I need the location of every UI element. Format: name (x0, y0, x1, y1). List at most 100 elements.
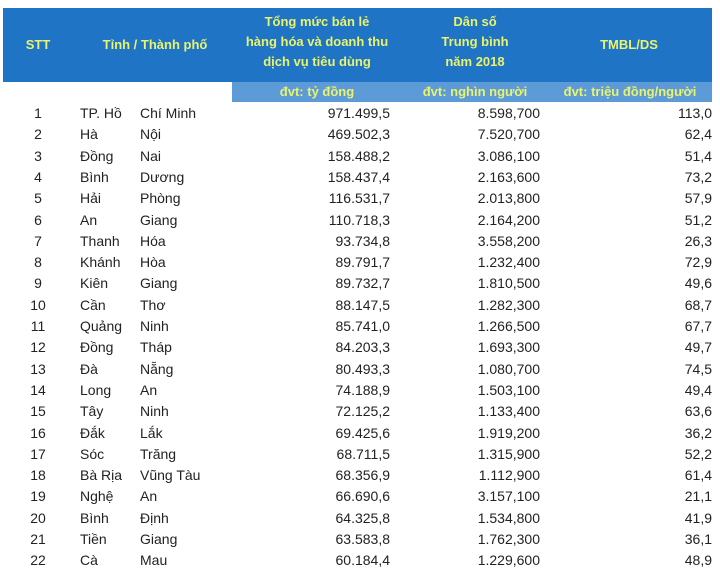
population-cell: 8.598,700 (477, 105, 540, 121)
province-cell-2: Nẵng (140, 360, 174, 377)
population-cell: 1.762,300 (477, 531, 540, 547)
province-cell-2: Hòa (140, 254, 166, 271)
province-cell-1: Cà (80, 552, 98, 569)
stt-cell: 5 (34, 190, 42, 207)
table-row: 22 Cà Mau 60.184,4 1.229,600 48,9 (0, 550, 720, 571)
stt-cell: 15 (30, 403, 46, 420)
province-cell-1: Đắk (80, 424, 105, 441)
province-cell-1: Hà (80, 126, 98, 143)
ratio-cell: 26,3 (684, 232, 712, 249)
population-cell: 1.282,300 (477, 296, 540, 313)
stt-cell: 11 (30, 318, 46, 334)
province-cell-1: Tiền (80, 531, 107, 547)
province-cell-1: Quảng (80, 318, 123, 334)
retail-cell: 110.718,3 (328, 211, 390, 228)
population-cell: 2.164,200 (477, 211, 540, 228)
ratio-cell: 51,2 (684, 211, 712, 228)
population-cell: 1.919,200 (477, 424, 540, 441)
population-cell: 1.080,700 (477, 360, 540, 377)
retail-cell: 80.493,3 (335, 360, 391, 377)
header-population-3: năm 2018 (445, 54, 505, 69)
province-cell-2: Lắk (140, 424, 163, 441)
stt-cell: 7 (34, 232, 42, 249)
retail-cell: 469.502,3 (327, 126, 390, 143)
ratio-cell: 49,4 (684, 381, 712, 398)
stt-cell: 19 (30, 488, 46, 505)
stt-cell: 21 (30, 531, 46, 547)
retail-cell: 89.732,7 (335, 275, 391, 292)
ratio-cell: 36,2 (684, 424, 712, 441)
table-row: 13 Đà Nẵng 80.493,3 1.080,700 74,5 (0, 359, 720, 380)
retail-cell: 88.147,5 (335, 296, 391, 313)
table-header (3, 8, 712, 82)
table-row: 14 Long An 74.188,9 1.503,100 49,4 (0, 380, 720, 401)
province-cell-2: Giang (140, 211, 178, 228)
population-cell: 1.534,800 (477, 509, 540, 526)
province-cell-1: Đà (80, 360, 98, 377)
population-cell: 1.112,900 (478, 467, 540, 484)
population-cell: 1.133,400 (477, 403, 540, 420)
stt-cell: 13 (30, 360, 46, 377)
province-cell-2: Nai (140, 147, 162, 164)
table-row: 17 Sóc Trăng 68.711,5 1.315,900 52,2 (0, 444, 720, 465)
province-cell-2: Nội (140, 126, 162, 143)
population-cell: 2.163,600 (477, 168, 540, 185)
province-cell-1: Kiên (80, 275, 109, 292)
retail-cell: 64.325,8 (335, 509, 391, 526)
province-cell-1: Khánh (80, 254, 121, 271)
table-row: 20 Bình Định 64.325,8 1.534,800 41,9 (0, 508, 720, 529)
stt-cell: 2 (34, 126, 42, 143)
retail-cell: 971.499,5 (327, 105, 390, 121)
province-cell-1: Cần (80, 296, 106, 313)
retail-cell: 72.125,2 (335, 403, 391, 420)
header-retail-1: Tổng mức bán lẻ (264, 14, 370, 29)
ratio-cell: 61,4 (684, 467, 712, 484)
table-row: 3 Đồng Nai 158.488,2 3.086,100 51,4 (0, 146, 720, 167)
retail-cell: 158.437,4 (327, 168, 390, 185)
retail-cell: 89.791,7 (335, 254, 391, 271)
stt-cell: 1 (34, 105, 42, 121)
table-row: 5 Hải Phòng 116.531,7 2.013,800 57,9 (0, 188, 720, 209)
province-cell-2: Trăng (140, 445, 177, 462)
header-population-2: Trung bình (441, 34, 509, 49)
stt-cell: 8 (34, 254, 42, 271)
ratio-cell: 68,7 (684, 296, 712, 313)
table-row: 18 Bà Rịa Vũng Tàu 68.356,9 1.112,900 61,4 (0, 465, 720, 486)
ratio-cell: 48,9 (684, 552, 712, 569)
retail-cell: 74.188,9 (335, 381, 391, 398)
stt-cell: 16 (30, 424, 46, 441)
unit-ratio: đvt: triệu đồng/người (563, 84, 697, 99)
retail-cell: 60.184,4 (335, 552, 391, 569)
retail-cell: 158.488,2 (327, 147, 390, 164)
ratio-cell: 21,1 (684, 488, 712, 505)
table-row: 6 An Giang 110.718,3 2.164,200 51,2 (0, 210, 720, 231)
province-cell-2: Định (140, 509, 169, 526)
province-cell-1: Hải (80, 190, 102, 207)
stt-cell: 3 (34, 147, 42, 164)
header-retail-3: dịch vụ tiêu dùng (263, 54, 371, 69)
stt-cell: 12 (30, 339, 46, 356)
population-cell: 2.013,800 (477, 190, 540, 207)
retail-cell: 68.356,9 (335, 467, 391, 484)
population-cell: 1.232,400 (477, 254, 540, 271)
stt-cell: 4 (34, 168, 42, 185)
province-cell-1: Bà Rịa (80, 467, 123, 484)
header-population-1: Dân số (453, 14, 497, 29)
population-cell: 3.157,100 (477, 488, 540, 505)
retail-cell: 85.741,0 (335, 318, 391, 334)
ratio-cell: 74,5 (684, 360, 712, 377)
header-retail-2: hàng hóa và doanh thu (245, 34, 389, 49)
population-cell: 1.810,500 (477, 275, 540, 292)
stt-cell: 17 (30, 445, 46, 462)
ratio-cell: 73,2 (684, 168, 712, 185)
ratio-cell: 49,6 (684, 275, 712, 292)
stt-cell: 9 (34, 275, 42, 292)
stt-cell: 14 (30, 381, 46, 398)
table-row: 11 Quảng Ninh 85.741,0 1.266,500 67,7 (0, 316, 720, 337)
population-cell: 3.086,100 (477, 147, 540, 164)
population-cell: 1.266,500 (477, 318, 540, 334)
ratio-cell: 67,7 (684, 318, 712, 334)
unit-retail: đvt: tỷ đồng (279, 84, 355, 99)
stt-cell: 10 (30, 296, 46, 313)
unit-population: đvt: nghìn người (422, 84, 528, 99)
